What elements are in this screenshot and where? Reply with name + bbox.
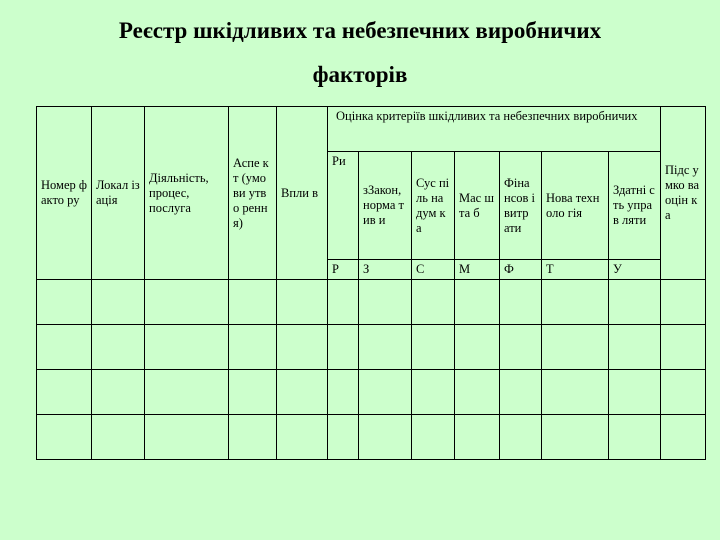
- table-cell[interactable]: [541, 324, 609, 370]
- table-cell[interactable]: [327, 324, 359, 370]
- table-cell[interactable]: [660, 369, 706, 415]
- table-cell[interactable]: [358, 279, 412, 325]
- table-cell[interactable]: [144, 369, 229, 415]
- table-cell[interactable]: [36, 369, 92, 415]
- table-cell[interactable]: [228, 324, 277, 370]
- table-cell[interactable]: [276, 324, 328, 370]
- criterion-letter: С: [411, 259, 455, 280]
- hazard-register-table: Номер факто ру Локал ізація Діяльність, …: [36, 106, 706, 460]
- table-cell[interactable]: [541, 414, 609, 460]
- table-cell[interactable]: [358, 414, 412, 460]
- criterion-letter: Т: [541, 259, 609, 280]
- table-cell[interactable]: [411, 414, 455, 460]
- table-cell[interactable]: [541, 279, 609, 325]
- table-cell[interactable]: [499, 414, 542, 460]
- table-row: [36, 369, 706, 415]
- header-criterion: Нова техноло гія: [541, 151, 609, 260]
- header-criterion: Фіна нсов і витр ати: [499, 151, 542, 260]
- table-cell[interactable]: [36, 324, 92, 370]
- criterion-letter: Р: [327, 259, 359, 280]
- table-cell[interactable]: [454, 414, 500, 460]
- table-cell[interactable]: [499, 324, 542, 370]
- table-cell[interactable]: [228, 414, 277, 460]
- page-title-line2: факторів: [312, 62, 408, 87]
- table-row: [36, 324, 706, 370]
- table-cell[interactable]: [660, 414, 706, 460]
- header-criterion: Здатні сть управ ляти: [608, 151, 661, 260]
- criterion-letter: Ф: [499, 259, 542, 280]
- criterion-letter: З: [358, 259, 412, 280]
- table-cell[interactable]: [276, 279, 328, 325]
- table-cell[interactable]: [91, 279, 145, 325]
- table-cell[interactable]: [660, 279, 706, 325]
- header-criterion: Ри: [327, 151, 359, 260]
- table-cell[interactable]: [276, 369, 328, 415]
- page-title: Реєстр шкідливих та небезпечних виробнич…: [118, 18, 602, 43]
- header-aspect: Аспе кт (умо ви утво ренн я): [228, 106, 277, 280]
- table-cell[interactable]: [660, 324, 706, 370]
- table-cell[interactable]: [144, 279, 229, 325]
- table-cell[interactable]: [454, 369, 500, 415]
- header-activity: Діяльність, процес, послуга: [144, 106, 229, 280]
- criterion-letter: М: [454, 259, 500, 280]
- table-cell[interactable]: [228, 369, 277, 415]
- table-cell[interactable]: [358, 324, 412, 370]
- header-criterion: Мас шта б: [454, 151, 500, 260]
- table-cell[interactable]: [454, 324, 500, 370]
- table-cell[interactable]: [411, 279, 455, 325]
- table-cell[interactable]: [608, 414, 661, 460]
- table-cell[interactable]: [228, 279, 277, 325]
- criterion-letter: У: [608, 259, 661, 280]
- table-cell[interactable]: [327, 414, 359, 460]
- header-criterion: зЗакон, норма тив и: [358, 151, 412, 260]
- table-row: [36, 279, 706, 325]
- table-cell[interactable]: [358, 369, 412, 415]
- table-cell[interactable]: [276, 414, 328, 460]
- table-cell[interactable]: [91, 414, 145, 460]
- table-cell[interactable]: [411, 369, 455, 415]
- table-cell[interactable]: [499, 279, 542, 325]
- header-total: Підс умко ва оцін ка: [660, 106, 706, 280]
- table-cell[interactable]: [36, 414, 92, 460]
- table-cell[interactable]: [91, 369, 145, 415]
- table-cell[interactable]: [327, 279, 359, 325]
- table-cell[interactable]: [608, 324, 661, 370]
- table-cell[interactable]: [144, 414, 229, 460]
- table-row: [36, 414, 706, 460]
- table-cell[interactable]: [411, 324, 455, 370]
- header-criterion: Сус піль на дум ка: [411, 151, 455, 260]
- table-cell[interactable]: [327, 369, 359, 415]
- table-cell[interactable]: [608, 369, 661, 415]
- header-location: Локал ізація: [91, 106, 145, 280]
- table-cell[interactable]: [144, 324, 229, 370]
- table-cell[interactable]: [91, 324, 145, 370]
- table-cell[interactable]: [454, 279, 500, 325]
- table-cell[interactable]: [541, 369, 609, 415]
- header-number: Номер факто ру: [36, 106, 92, 280]
- header-impact: Впли в: [276, 106, 328, 280]
- header-criteria-group: Оцінка критеріїв шкідливих та небезпечни…: [327, 106, 661, 152]
- table-cell[interactable]: [608, 279, 661, 325]
- table-cell[interactable]: [36, 279, 92, 325]
- table-cell[interactable]: [499, 369, 542, 415]
